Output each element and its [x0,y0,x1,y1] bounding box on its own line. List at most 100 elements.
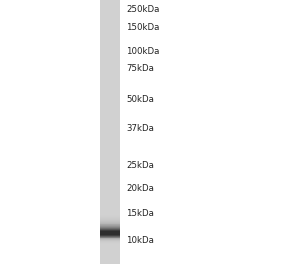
Bar [100,72,120,73]
Bar [100,39,120,40]
Bar [100,242,120,243]
Bar [100,97,120,98]
Bar [100,106,120,107]
Bar [100,169,120,171]
Bar [100,226,120,227]
Bar [100,181,120,182]
Bar [100,190,120,191]
Bar [100,253,120,254]
Bar [100,153,120,154]
Bar [100,66,120,67]
Bar [100,155,120,156]
Bar [100,111,120,112]
Bar [100,2,120,3]
Bar [100,142,120,143]
Text: 150kDa: 150kDa [126,23,159,32]
Bar [100,59,120,60]
Bar [100,8,120,10]
Text: 50kDa: 50kDa [126,95,154,103]
Bar [100,82,120,84]
Bar [100,243,120,245]
Bar [100,151,120,152]
Bar [100,173,120,174]
Bar [100,263,120,264]
Bar [100,195,120,196]
Bar [100,135,120,136]
Bar [100,15,120,16]
Bar [100,37,120,38]
Bar [100,199,120,200]
Bar [100,40,120,41]
Bar [100,143,120,144]
Bar [100,64,120,65]
Bar [100,179,120,180]
Bar [100,120,120,121]
Bar [100,91,120,92]
Text: 25kDa: 25kDa [126,161,154,169]
Bar [100,213,120,214]
Bar [100,36,120,37]
Bar [100,169,120,170]
Bar [100,178,120,180]
Bar [100,155,120,157]
Bar [100,105,120,106]
Bar [100,189,120,190]
Bar [100,78,120,79]
Bar [100,77,120,78]
Bar [100,148,120,149]
Bar [100,37,120,39]
Bar [100,96,120,97]
Bar [100,29,120,30]
Bar [100,163,120,164]
Bar [100,116,120,117]
Bar [100,68,120,69]
Bar [100,180,120,181]
Bar [100,192,120,193]
Bar [100,42,120,43]
Bar [100,206,120,207]
Bar [100,241,120,242]
Bar [100,145,120,146]
Bar [100,243,120,244]
Bar [100,95,120,96]
Bar [100,47,120,48]
Bar [100,10,120,11]
Bar [100,163,120,164]
Bar [100,82,120,83]
Bar [100,196,120,197]
Bar [100,5,120,6]
Text: 75kDa: 75kDa [126,64,154,73]
Bar [100,257,120,258]
Bar [100,156,120,158]
Bar [100,11,120,12]
Bar [100,225,120,226]
Bar [100,134,120,135]
Bar [100,2,120,3]
Bar [100,203,120,204]
Bar [100,60,120,61]
Bar [100,21,120,22]
Bar [100,150,120,151]
Bar [100,246,120,247]
Bar [100,6,120,7]
Bar [100,53,120,55]
Bar [100,8,120,9]
Bar [100,108,120,109]
Bar [100,124,120,125]
Bar [100,126,120,127]
Bar [100,256,120,257]
Bar [100,216,120,217]
Bar [100,79,120,80]
Bar [100,56,120,57]
Bar [100,233,120,234]
Bar [100,148,120,150]
Bar [100,248,120,249]
Bar [100,192,120,194]
Bar [100,70,120,71]
Bar [100,158,120,159]
Bar [100,52,120,53]
Bar [100,118,120,119]
Text: 20kDa: 20kDa [126,184,154,193]
Bar [100,71,120,72]
Bar [100,20,120,21]
